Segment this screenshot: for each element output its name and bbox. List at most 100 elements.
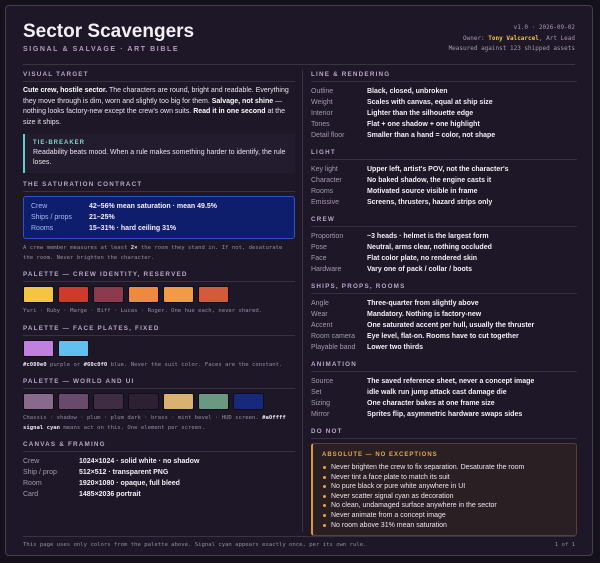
text: A crew member measures at least	[23, 245, 131, 252]
spec-value: Three-quarter from slightly above	[367, 300, 479, 307]
swatch	[128, 286, 159, 304]
section: LIGHT Key light Upper left, artist's POV, …	[311, 148, 577, 208]
meta: v1.0 · 2026-09-02 Owner: Tony Valcarcel, …	[449, 23, 575, 55]
spec-row: Ship / prop 512×512 · transparent PNG	[23, 467, 295, 478]
spec-value: Smaller than a hand = color, not shape	[367, 132, 496, 139]
section-heading: THE SATURATION CONTRACT	[23, 180, 295, 193]
header: Sector Scavengers SIGNAL & SALVAGE · ART…	[23, 20, 575, 65]
spec-row: Room 1920×1080 · opaque, full bleed	[23, 478, 295, 489]
code-text: #a0ffff signal cyan	[23, 415, 286, 431]
swatch-row	[23, 393, 295, 411]
section-heading: SHIPS, PROPS, ROOMS	[311, 282, 577, 294]
spec-value: 42–56% mean saturation · mean 49.5%	[89, 203, 218, 211]
text: Measured against 123 shipped assets	[448, 45, 575, 52]
section-heading: PALETTE — FACE PLATES, FIXED	[23, 324, 295, 336]
section-heading: PALETTE — WORLD AND UI	[23, 377, 295, 390]
spec-row: Rooms Motivated source visible in frame	[311, 186, 577, 197]
warning-item: No clean, undamaged surface anywhere in …	[322, 501, 568, 511]
text: The characters are round, bright and rea…	[23, 87, 289, 105]
text: blue. Never the suit color. Faces are th…	[107, 361, 283, 368]
spec-key: Wear	[311, 311, 328, 318]
right-column: LINE & RENDERING Outline Black, closed, un…	[311, 70, 577, 543]
spec-value: ~3 heads · helmet is the largest form	[367, 233, 489, 240]
section: SHIPS, PROPS, ROOMS Angle Three-quarter fr…	[311, 282, 577, 353]
spec-value: Vary one of pack / collar / boots	[367, 266, 473, 273]
spec-value: Eye level, flat-on. Rooms have to cut to…	[367, 333, 519, 340]
spec-key: Card	[23, 491, 39, 499]
spec-key: Ships / props	[31, 214, 72, 222]
section: PALETTE — WORLD AND UI Chassis · shadow ·…	[23, 377, 295, 433]
section-heading: LINE & RENDERING	[311, 70, 577, 82]
section-heading: ANIMATION	[311, 360, 577, 372]
strong-text: Salvage, not shine	[211, 97, 274, 105]
swatch	[58, 393, 89, 411]
section: PALETTE — FACE PLATES, FIXED #c080e0 purp…	[23, 324, 295, 371]
spec-value: Lower two thirds	[367, 344, 423, 351]
warning-item: Never animate from a concept image	[322, 511, 568, 521]
warning-item: No pure black or pure white anywhere in …	[322, 482, 568, 492]
spec-value: Lighter than the silhouette edge	[367, 110, 474, 117]
spec-value: Upper left, artist's POV, not the charac…	[367, 166, 509, 173]
meta-line: Owner: Tony Valcarcel, Art Lead	[449, 34, 575, 45]
art-bible-card: Sector Scavengers SIGNAL & SALVAGE · ART…	[5, 5, 593, 556]
left-column: VISUAL TARGET Cute crew, hostile sector. …	[23, 70, 295, 507]
warning-box: ABSOLUTE — NO EXCEPTIONS Never brighten t…	[311, 443, 577, 537]
spec-value: Neutral, arms clear, nothing occluded	[367, 244, 492, 251]
note: Yuri · Ruby · Marge · Biff · Lucas · Rog…	[23, 307, 295, 317]
text: Chassis · shadow · plum · plum dark · br…	[23, 415, 263, 422]
spec-row: Tones Flat + one shadow + one highlight	[311, 119, 577, 130]
section: THE SATURATION CONTRACT Crew 42–56% mean s…	[23, 180, 295, 263]
spec-value: Scales with canvas, equal at ship size	[367, 99, 493, 106]
spec-row: Character No baked shadow, the engine cas…	[311, 175, 577, 186]
spec-key: Angle	[311, 300, 329, 307]
spec-key: Key light	[311, 166, 338, 173]
spec-value: Flat + one shadow + one highlight	[367, 121, 480, 128]
spec-value: One saturated accent per hull, usually t…	[367, 322, 535, 329]
spec-key: Emissive	[311, 199, 340, 206]
code-text: #c080e0	[23, 361, 47, 368]
spec-key: Face	[311, 255, 327, 262]
spec-value: The saved reference sheet, never a conce…	[367, 378, 535, 385]
swatch	[23, 393, 54, 411]
callout-text: Readability beats mood. When a rule make…	[33, 149, 286, 167]
spec-row: Accent One saturated accent per hull, usu…	[311, 320, 577, 331]
spec-key: Playable band	[311, 344, 356, 351]
spec-key: Interior	[311, 110, 333, 117]
spec-value: 1920×1080 · opaque, full bleed	[79, 480, 180, 488]
swatch	[58, 339, 89, 357]
spec-row: Source The saved reference sheet, never a…	[311, 376, 577, 387]
warning-item: Never brighten the crew to fix separatio…	[322, 463, 568, 473]
spec-value: 1024×1024 · solid white · no shadow	[79, 458, 200, 466]
spec-key: Proportion	[311, 233, 344, 240]
title: Sector Scavengers	[23, 21, 195, 42]
spec-value: Mandatory. Nothing is factory-new	[367, 311, 482, 318]
paragraph: Cute crew, hostile sector. The character…	[23, 86, 295, 128]
spec-key: Set	[311, 389, 322, 396]
warning-item: Never tint a face plate to match its sui…	[322, 473, 568, 483]
spec-key: Accent	[311, 322, 333, 329]
swatch	[58, 286, 89, 304]
spec-key: Weight	[311, 99, 333, 106]
spec-key: Sizing	[311, 400, 331, 407]
spec-row: Pose Neutral, arms clear, nothing occlude…	[311, 242, 577, 253]
callout: TIE-BREAKER Readability beats mood. When …	[23, 134, 295, 174]
spec-key: Rooms	[31, 225, 54, 233]
swatch	[128, 393, 159, 411]
swatch-row	[23, 339, 295, 357]
meta-line: v1.0 · 2026-09-02	[449, 23, 575, 34]
swatch-row	[23, 286, 295, 304]
text: Owner:	[463, 34, 489, 42]
section-heading: VISUAL TARGET	[23, 70, 295, 82]
spec-value: Sprites flip, asymmetric hardware swaps …	[367, 411, 523, 418]
warning-item: No room above 31% mean saturation	[322, 521, 568, 531]
swatch	[93, 393, 124, 411]
text: v1.0 · 2026-09-02	[513, 24, 575, 31]
spec-key: Character	[311, 177, 342, 184]
section: VISUAL TARGET Cute crew, hostile sector. …	[23, 70, 295, 174]
footer: This page uses only colors from the pale…	[23, 536, 575, 548]
note: Chassis · shadow · plum · plum dark · br…	[23, 414, 295, 433]
spec-value: idle walk run jump attack cast damage di…	[367, 389, 507, 396]
spec-value: 15–31% · hard ceiling 31%	[89, 225, 177, 233]
spec-row: Detail floor Smaller than a hand = color,…	[311, 130, 577, 141]
